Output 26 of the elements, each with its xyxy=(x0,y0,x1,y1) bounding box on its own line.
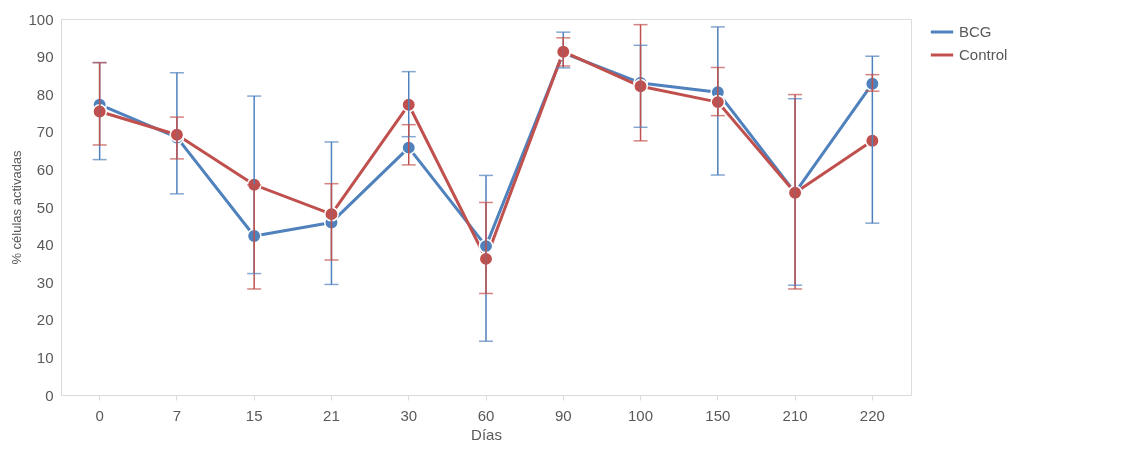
y-tick-label: 40 xyxy=(36,236,54,254)
y-tick-label: 50 xyxy=(36,198,54,216)
y-tick-label: 30 xyxy=(36,273,54,291)
x-axis-title: Días xyxy=(471,425,502,443)
y-tick-label: 90 xyxy=(36,48,54,66)
y-tick-label: 70 xyxy=(36,123,54,141)
y-tick-label: 80 xyxy=(36,85,54,103)
y-tick-label: 0 xyxy=(45,386,54,404)
x-tick-label: 100 xyxy=(628,406,654,424)
x-tick-label: 150 xyxy=(705,406,731,424)
x-tick-label: 220 xyxy=(859,406,885,424)
y-axis-title: % células activadas xyxy=(9,149,25,265)
x-tick-label: 60 xyxy=(477,406,495,424)
y-tick-label: 60 xyxy=(36,160,54,178)
x-tick-label: 15 xyxy=(245,406,263,424)
x-tick-label: 210 xyxy=(782,406,808,424)
x-tick-label: 21 xyxy=(323,406,340,424)
y-tick-label: 10 xyxy=(36,348,54,366)
x-tick-label: 7 xyxy=(172,406,182,424)
x-tick-label: 90 xyxy=(554,406,572,424)
legend-label: BCG xyxy=(959,23,992,40)
x-tick-label: 30 xyxy=(400,406,418,424)
y-tick-label: 20 xyxy=(36,311,54,329)
y-tick-label: 100 xyxy=(28,10,54,28)
legend-label: Control xyxy=(959,46,1008,63)
x-tick-label: 0 xyxy=(95,406,104,424)
